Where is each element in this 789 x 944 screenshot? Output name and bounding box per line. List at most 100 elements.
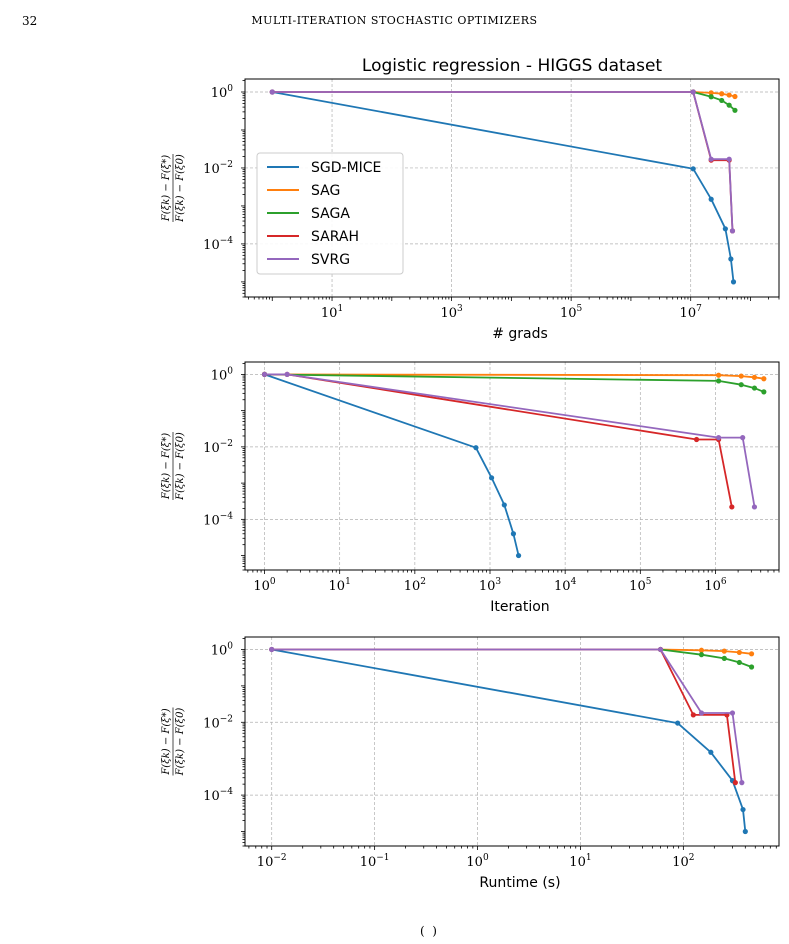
plot-frame (244, 361, 780, 571)
data-point (698, 647, 705, 653)
data-point (736, 659, 742, 666)
data-point (729, 710, 736, 716)
data-point (708, 749, 714, 755)
x-tick-label: 100 (466, 853, 489, 870)
data-point (726, 102, 732, 108)
legend-entry: SARAH (311, 229, 359, 245)
x-tick-label: 101 (321, 304, 343, 321)
series-svrg (269, 89, 736, 234)
data-point (748, 651, 755, 657)
y-tick-label: 10−2 (203, 439, 233, 456)
y-tick-label: 100 (211, 641, 234, 658)
data-point (715, 378, 722, 384)
data-point (261, 371, 268, 378)
legend-entry: SAGA (311, 206, 350, 222)
data-point (657, 646, 664, 653)
cut-off-caption: ( ) (420, 924, 437, 938)
legend: SGD-MICE SAG SAGA SARAH SVRG (256, 152, 404, 275)
y-axis-label: F(ξk) − F(ξ*) F(ξk) − F(ξ0) (161, 432, 186, 501)
x-tick-label: 105 (629, 577, 652, 594)
data-point (729, 504, 735, 510)
data-point (721, 648, 727, 654)
data-point (751, 385, 758, 391)
chart-panel-1: 101 103 105 107 100 10−2 10−4 # grads F(ξk) − F(… (161, 56, 780, 342)
data-point (738, 373, 744, 379)
x-axis-label: Iteration (490, 599, 549, 615)
x-tick-label: 104 (554, 577, 577, 594)
data-point (726, 156, 732, 162)
data-point (698, 652, 705, 658)
x-tick-label: 102 (404, 577, 426, 594)
data-point (729, 228, 736, 234)
data-point (510, 531, 517, 537)
data-point (738, 382, 744, 388)
series-svrg (261, 371, 758, 510)
series-sarah (261, 371, 735, 510)
data-point (708, 94, 714, 100)
series-svrg (269, 646, 745, 786)
data-point (761, 389, 767, 395)
running-head: MULTI-ITERATION STOCHASTIC OPTIMIZERS (251, 14, 538, 27)
x-axis-label: Runtime (s) (479, 875, 560, 891)
y-tick-label: 10−4 (203, 511, 233, 528)
data-point (722, 226, 728, 232)
series-line (264, 373, 520, 556)
data-point (708, 196, 714, 202)
x-tick-label: 100 (253, 577, 276, 594)
legend-entry: SGD-MICE (311, 160, 381, 176)
data-point (708, 156, 714, 162)
y-axis-label: F(ξk) − F(ξ*) F(ξk) − F(ξ0) (161, 154, 186, 223)
data-point (515, 552, 522, 559)
data-point (748, 664, 755, 670)
data-point (488, 475, 495, 481)
legend-entry: SAG (311, 183, 340, 199)
series-line (264, 373, 733, 508)
y-label-numerator: F(ξk) − F(ξ*) (161, 708, 172, 775)
y-tick-label: 10−4 (203, 236, 233, 253)
data-point (693, 436, 700, 443)
series-line (272, 91, 735, 283)
y-axis-label: F(ξk) − F(ξ*) F(ξk) − F(ξ0) (161, 707, 186, 777)
data-point (690, 89, 696, 95)
chart-title: Logistic regression - HIGGS dataset (362, 56, 663, 76)
data-point (751, 374, 758, 380)
x-tick-label: 101 (569, 853, 591, 870)
x-axis-label: # grads (492, 326, 548, 342)
data-point (751, 504, 758, 510)
chart-panel-2: 100 101 102 103 104 105 106 100 10−2 10−4 Iteratio… (161, 361, 780, 615)
series-sgd-mice (261, 371, 522, 559)
data-point (742, 828, 748, 835)
y-label-numerator: F(ξk) − F(ξ*) (161, 155, 172, 222)
x-tick-label: 107 (680, 304, 703, 321)
data-point (736, 649, 742, 656)
data-point (690, 712, 696, 718)
data-point (473, 445, 479, 451)
x-tick-label: 10−2 (257, 853, 287, 870)
y-label-denominator: F(ξk) − F(ξ0) (175, 432, 186, 501)
x-tick-label: 106 (704, 577, 727, 594)
series-line (271, 648, 747, 832)
plot-frame (244, 636, 780, 847)
x-tick-label: 103 (479, 577, 502, 594)
page-number: 32 (22, 14, 38, 28)
y-label-denominator: F(ξk) − F(ξ0) (175, 708, 186, 777)
y-label-numerator: F(ξk) − F(ξ*) (161, 433, 172, 500)
data-point (698, 710, 705, 716)
legend-box (256, 152, 404, 275)
data-point (284, 371, 290, 378)
y-tick-label: 10−4 (203, 787, 233, 804)
data-point (728, 256, 734, 262)
data-point (675, 720, 681, 726)
data-point (269, 89, 275, 95)
x-tick-label: 105 (560, 304, 583, 321)
y-tick-label: 10−2 (203, 714, 233, 731)
series-line (271, 648, 737, 783)
y-tick-label: 100 (211, 84, 234, 101)
y-label-denominator: F(ξk) − F(ξ0) (175, 154, 186, 223)
x-tick-label: 103 (440, 304, 463, 321)
data-point (719, 91, 725, 97)
data-point (732, 780, 738, 786)
data-point (740, 806, 746, 813)
y-tick-label: 10−2 (203, 160, 233, 177)
